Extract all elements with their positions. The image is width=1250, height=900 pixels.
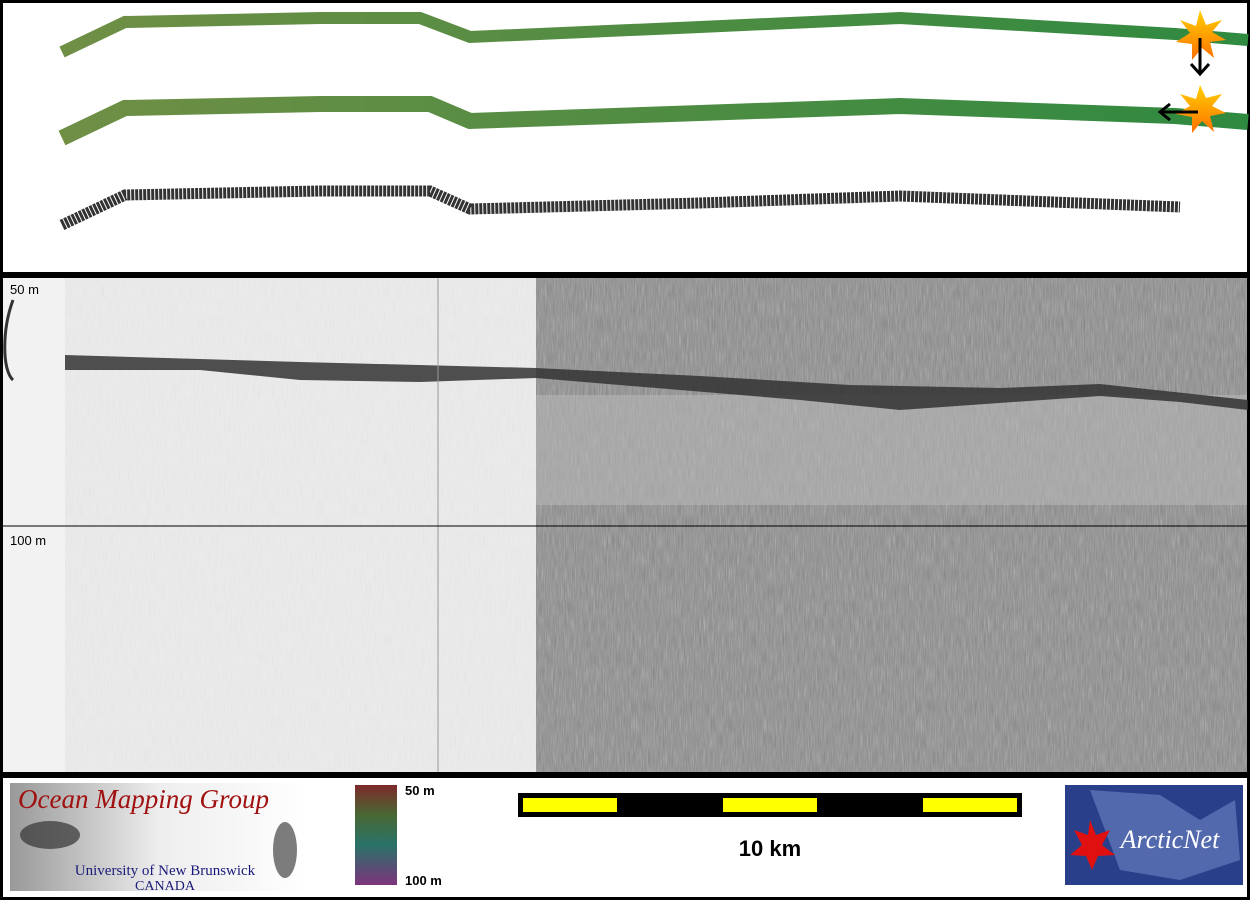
echogram-noise <box>536 278 1247 772</box>
omg-university: University of New Brunswick <box>75 863 256 879</box>
echogram: 50 m 100 m <box>0 278 1250 772</box>
swath-panel <box>3 3 1247 272</box>
scale-segment <box>723 798 817 812</box>
echogram-edge <box>3 299 15 382</box>
omg-country: CANADA <box>135 879 196 894</box>
arcticnet-title: ArcticNet <box>1119 825 1220 854</box>
echogram-shade <box>536 395 1247 505</box>
position-marker <box>1176 85 1226 133</box>
colorbar <box>355 785 397 885</box>
arrow <box>1189 38 1211 77</box>
swath-backscatter <box>59 185 1181 230</box>
colorbar-label: 100 m <box>405 873 442 888</box>
scale-segment <box>523 798 617 812</box>
omg-title: Ocean Mapping Group <box>18 784 269 814</box>
swath <box>58 96 1249 146</box>
colorbar-label: 50 m <box>405 783 435 798</box>
echogram-noise <box>65 278 536 772</box>
arrow <box>1157 102 1198 122</box>
scale-segment <box>923 798 1017 812</box>
depth-label: 50 m <box>10 282 39 297</box>
echogram-strip <box>3 278 65 772</box>
logo-graphic <box>273 822 297 878</box>
maple-leaf <box>1070 820 1115 870</box>
logo-map <box>1090 790 1240 880</box>
position-marker <box>1176 10 1226 60</box>
logo-graphic <box>20 821 80 849</box>
seafloor <box>65 355 1248 410</box>
scale-label: 10 km <box>739 836 801 861</box>
colorbar-shade <box>355 785 397 885</box>
swath <box>59 11 1249 58</box>
depth-label: 100 m <box>10 533 46 548</box>
